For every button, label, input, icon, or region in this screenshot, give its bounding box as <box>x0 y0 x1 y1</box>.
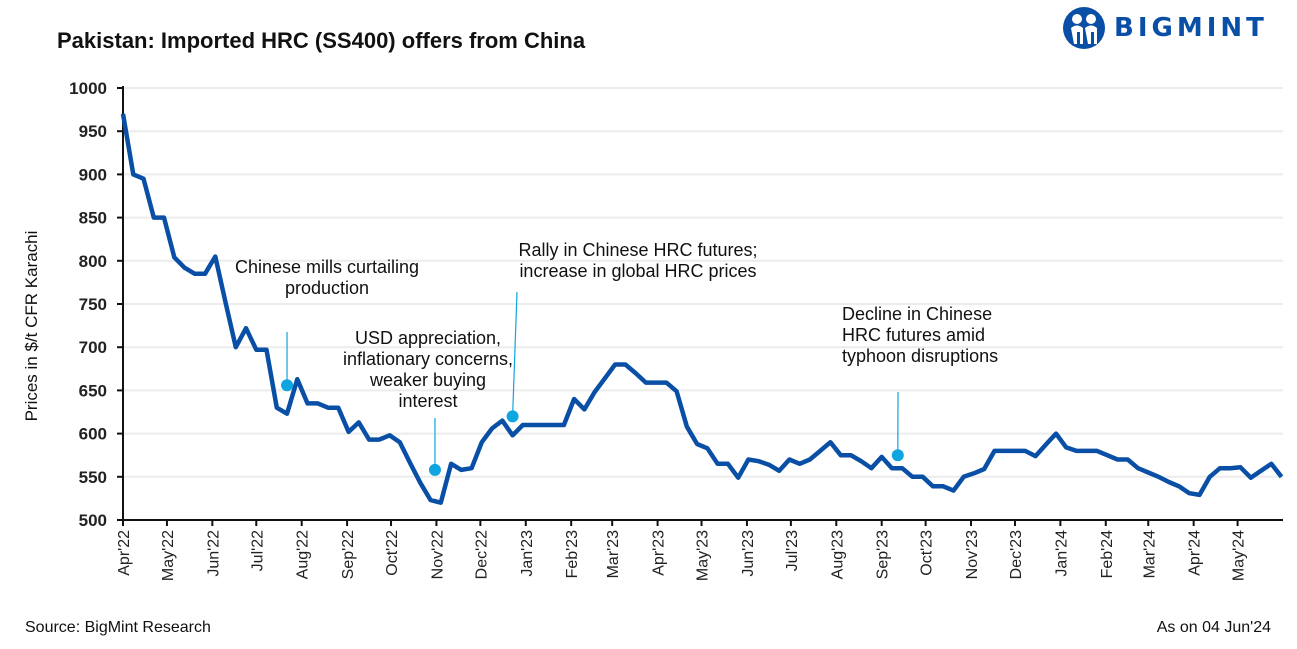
x-tick-label: Jul'22 <box>249 530 266 571</box>
x-tick-label: Dec'23 <box>1008 530 1025 579</box>
x-tick-label: Apr'22 <box>116 530 133 576</box>
x-tick-label: Sep'23 <box>875 530 892 579</box>
annotation-line: Chinese mills curtailing <box>234 257 420 277</box>
logo-text: BIGMINT <box>1114 13 1268 43</box>
price-line <box>120 113 1284 505</box>
x-tick-label: Oct'23 <box>919 530 936 576</box>
x-tick-label: Nov'23 <box>964 530 981 579</box>
annotation-text: USD appreciation, inflationary concerns, w… <box>228 328 628 412</box>
x-tick-label: Apr'23 <box>651 530 668 576</box>
y-tick-label: 900 <box>79 165 107 184</box>
y-tick-label: 550 <box>79 468 107 487</box>
annotation-marker <box>891 449 904 462</box>
y-tick-label: 500 <box>79 511 107 530</box>
x-tick-label: Oct'22 <box>384 530 401 576</box>
annotation-line: inflationary concerns, <box>342 349 514 369</box>
annotation-line: production <box>284 278 370 298</box>
x-tick-label: Mar'23 <box>605 530 622 579</box>
x-tick-label: Jun'22 <box>205 530 222 577</box>
x-tick-label: Sep'22 <box>340 530 357 579</box>
source-note: Source: BigMint Research <box>25 619 211 636</box>
chart-title: Pakistan: Imported HRC (SS400) offers fr… <box>57 28 586 53</box>
x-tick-label: Feb'24 <box>1099 530 1116 579</box>
annotation-text: Rally in Chinese HRC futures; increase in… <box>438 240 838 282</box>
y-tick-label: 650 <box>79 381 107 400</box>
y-tick-label: 700 <box>79 338 107 357</box>
annotation-text: Decline in Chinese HRC futures amid typhoo… <box>842 304 998 367</box>
x-tick-label: Aug'22 <box>295 530 312 579</box>
annotation-line: USD appreciation, <box>354 328 502 348</box>
logo-people-icon <box>1063 7 1105 49</box>
annotation-line: Decline in Chinese <box>842 304 993 324</box>
annotation-line: weaker buying <box>369 370 487 390</box>
annotation-line: Rally in Chinese HRC futures; <box>518 240 758 260</box>
x-tick-label: Jul'23 <box>784 530 801 571</box>
x-tick-label: Mar'24 <box>1141 530 1158 579</box>
y-tick-label: 850 <box>79 209 107 228</box>
y-tick-label: 750 <box>79 295 107 314</box>
annotation-marker <box>428 463 441 476</box>
y-axis-label: Prices in $/t CFR Karachi <box>22 230 41 422</box>
y-tick-label: 950 <box>79 122 107 141</box>
x-tick-label: May'22 <box>160 530 177 581</box>
x-tick-label: Dec'22 <box>473 530 490 579</box>
annotation-line: increase in global HRC prices <box>519 261 757 281</box>
y-tick-label: 1000 <box>69 79 107 98</box>
x-tick-label: May'23 <box>695 530 712 581</box>
y-tick-label: 600 <box>79 425 107 444</box>
annotation-line: interest <box>398 391 458 411</box>
x-tick-label: May'24 <box>1231 530 1248 581</box>
annotation-marker <box>506 410 519 423</box>
x-tick-label: Feb'23 <box>564 530 581 579</box>
x-tick-label: Jan'23 <box>519 530 536 577</box>
bigmint-logo: BIGMINT <box>1062 6 1268 50</box>
x-tick-label: Aug'23 <box>829 530 846 579</box>
y-tick-label: 800 <box>79 252 107 271</box>
annotation-text: Chinese mills curtailing production <box>127 257 527 299</box>
annotation-marker <box>281 379 294 392</box>
x-tick-label: Jan'24 <box>1053 530 1070 577</box>
x-tick-label: Jun'23 <box>740 530 757 577</box>
annotation-leader-line <box>511 291 518 417</box>
as-on-date: As on 04 Jun'24 <box>1156 619 1271 636</box>
annotation-line: HRC futures amid <box>842 325 986 345</box>
x-tick-label: Nov'22 <box>429 530 446 579</box>
annotation-line: typhoon disruptions <box>842 346 999 366</box>
x-tick-label: Apr'24 <box>1187 530 1204 576</box>
